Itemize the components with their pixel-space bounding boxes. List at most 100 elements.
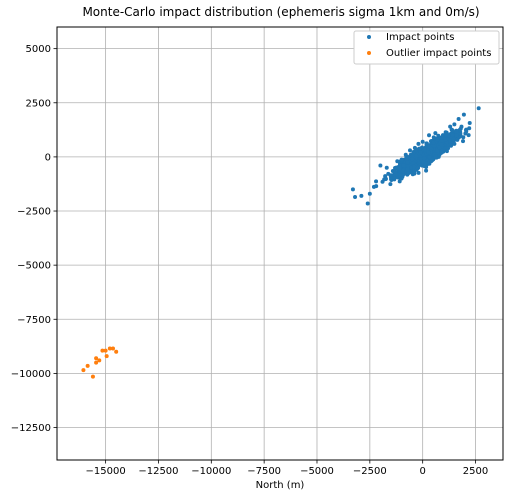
impact-point-cloud: [433, 154, 438, 159]
impact-point: [431, 140, 436, 145]
impact-point: [427, 133, 432, 138]
impact-point: [429, 159, 434, 164]
impact-point-cloud: [450, 132, 455, 137]
impact-point: [384, 165, 389, 170]
impact-point: [410, 157, 415, 162]
legend-label-outlier: Outlier impact points: [386, 48, 491, 59]
impact-point-cloud: [437, 145, 442, 150]
legend-box: [353, 30, 500, 65]
impact-point-cloud: [464, 129, 469, 134]
impact-point: [407, 148, 412, 153]
outlier-point: [90, 374, 95, 379]
y-tick-label: −2500: [17, 207, 51, 218]
impact-point-cloud: [392, 176, 397, 181]
impact-point: [433, 131, 438, 136]
impact-point-cloud: [405, 167, 410, 172]
x-tick-label: −12500: [138, 466, 178, 477]
impact-point-cloud: [411, 160, 416, 165]
impact-point-cloud: [424, 168, 429, 173]
y-tick-label: −7500: [17, 315, 51, 326]
impact-point: [401, 163, 406, 168]
impact-point-cloud: [413, 148, 418, 153]
outlier-point: [94, 360, 99, 365]
outlier-point: [97, 358, 102, 363]
impact-point: [458, 126, 463, 131]
x-tick-label: −7500: [247, 466, 281, 477]
impact-point-cloud: [421, 159, 426, 164]
y-tick-label: 5000: [26, 44, 51, 55]
x-tick-label: −5000: [300, 466, 334, 477]
outlier-point: [81, 368, 86, 373]
impact-point: [418, 150, 423, 155]
impact-point: [365, 201, 370, 206]
plot-frame: [56, 26, 504, 461]
impact-point: [435, 137, 440, 142]
outlier-point: [104, 354, 109, 359]
x-tick-label: 2500: [463, 466, 488, 477]
outlier-point: [107, 346, 112, 351]
y-tick-label: −5000: [17, 261, 51, 272]
impact-point-cloud: [439, 138, 444, 143]
impact-point: [414, 153, 419, 158]
plot-background: [57, 27, 503, 460]
impact-point: [446, 146, 451, 151]
impact-point-cloud: [417, 146, 422, 151]
impact-point-cloud: [415, 165, 420, 170]
outlier-point: [85, 363, 90, 368]
outlier-point: [111, 346, 116, 351]
impact-point: [448, 124, 453, 129]
impact-point-cloud: [435, 148, 440, 153]
legend-marker-impact: [367, 35, 371, 39]
outlier-point: [94, 356, 99, 361]
impact-point-cloud: [439, 142, 444, 147]
legend-marker-outlier: [367, 51, 371, 55]
impact-point-cloud: [454, 129, 459, 134]
ticks: −15000 −12500 −10000 −7500 −5000 −2500 0 2500 50…: [11, 44, 488, 477]
x-tick-label: 0: [419, 466, 425, 477]
outlier-point: [114, 349, 119, 354]
impact-point-cloud: [406, 171, 411, 176]
plot-area: −15000 −12500 −10000 −7500 −5000 −2500 0 2500 50…: [11, 26, 504, 477]
x-tick-label: −10000: [191, 466, 231, 477]
legend: Impact points Outlier impact points: [353, 30, 500, 65]
impact-point: [454, 133, 459, 138]
impact-point: [388, 173, 393, 178]
impact-point-cloud: [416, 170, 421, 175]
impact-point: [397, 166, 402, 171]
impact-point-cloud: [397, 179, 402, 184]
impact-point-cloud: [374, 179, 379, 184]
impact-point-cloud: [467, 121, 472, 126]
impact-point-cloud: [399, 157, 404, 162]
impact-point: [461, 112, 466, 117]
impact-point: [393, 170, 398, 175]
impact-point-cloud: [422, 156, 427, 161]
legend-label-impact: Impact points: [386, 32, 454, 43]
data-points: [81, 106, 481, 379]
outlier-point: [103, 348, 108, 353]
y-tick-label: 2500: [26, 98, 51, 109]
impact-point-cloud: [431, 135, 436, 140]
impact-point-cloud: [466, 133, 471, 138]
impact-point: [439, 150, 444, 155]
impact-point-cloud: [455, 137, 460, 142]
impact-point: [456, 117, 461, 122]
impact-point: [359, 193, 364, 198]
impact-point: [367, 191, 372, 196]
x-tick-label: −15000: [86, 466, 126, 477]
impact-point: [399, 176, 404, 181]
impact-point-cloud: [412, 164, 417, 169]
impact-point: [439, 135, 444, 140]
impact-point: [452, 122, 457, 127]
impact-point-cloud: [443, 137, 448, 142]
impact-point: [350, 187, 355, 192]
impact-point: [416, 141, 421, 146]
impact-point-cloud: [461, 139, 466, 144]
impact-point: [420, 139, 425, 144]
impact-point: [422, 147, 427, 152]
impact-point-cloud: [399, 173, 404, 178]
impact-point-cloud: [451, 137, 456, 142]
impact-point: [427, 144, 432, 149]
impact-point: [353, 194, 358, 199]
impact-point: [443, 132, 448, 137]
